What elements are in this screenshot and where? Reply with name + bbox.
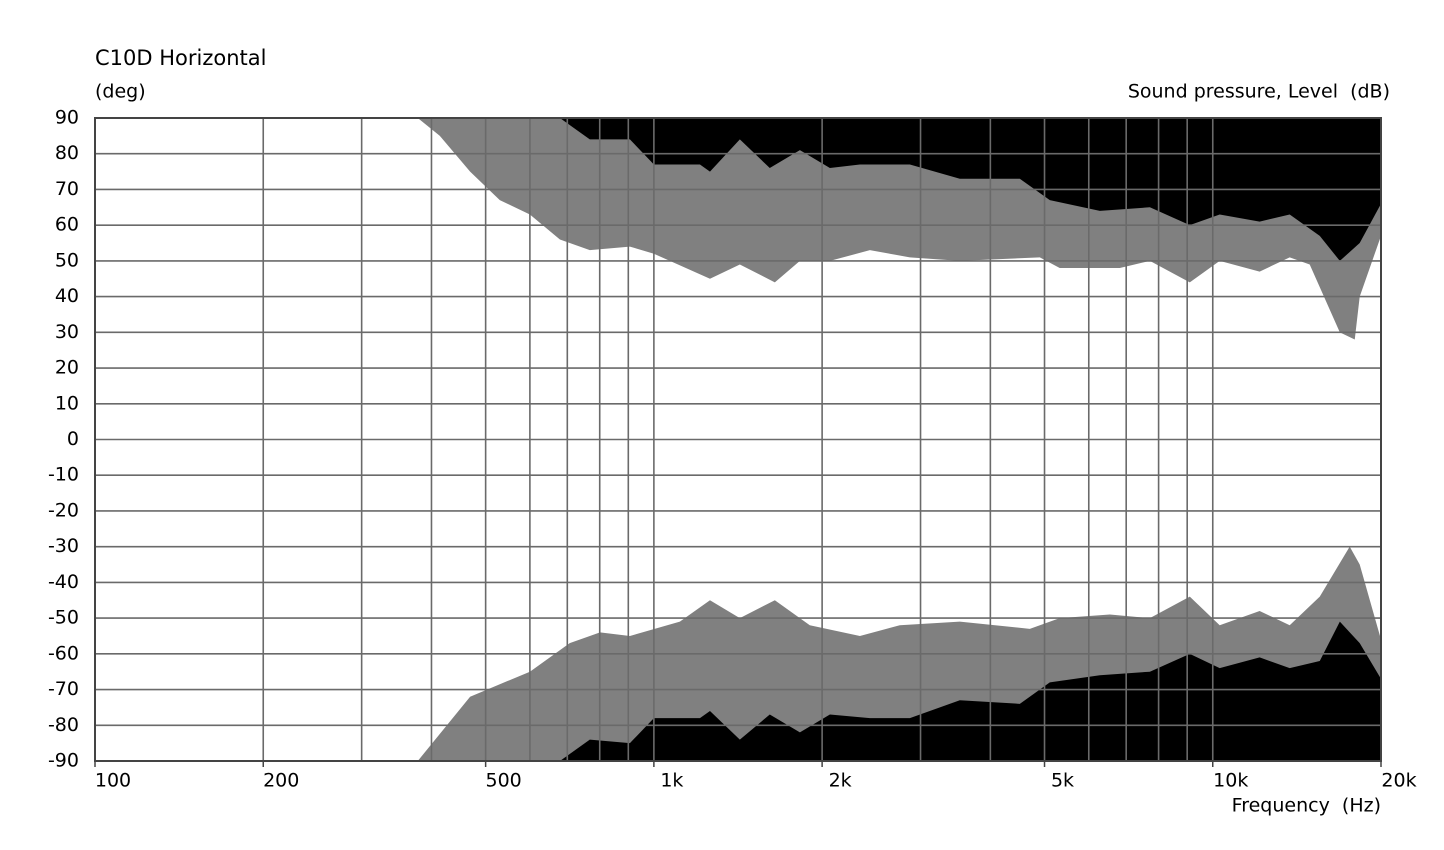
chart-title: C10D Horizontal (95, 46, 266, 70)
y-tick-label: -80 (48, 714, 79, 736)
y-tick-label: -90 (48, 750, 79, 772)
y-tick-label: 70 (55, 178, 79, 200)
y-tick-label: -60 (48, 642, 79, 664)
y-tick-label: 50 (55, 249, 79, 271)
y-tick-label: -10 (48, 464, 79, 486)
color-label: Sound pressure, Level (dB) (1128, 81, 1390, 103)
x-tick-label: 500 (486, 770, 522, 792)
y-tick-label: 30 (55, 321, 79, 343)
y-tick-label: 90 (55, 107, 79, 129)
y-tick-label: -20 (48, 499, 79, 521)
x-tick-label: 2k (829, 770, 852, 792)
contour-band (95, 118, 1381, 440)
plot-border (94, 117, 1382, 762)
x-tick-label: 10k (1213, 770, 1248, 792)
y-tick-label: 80 (55, 142, 79, 164)
y-tick-label: -30 (48, 535, 79, 557)
x-tick-label: 100 (95, 770, 131, 792)
y-tick-label: -70 (48, 678, 79, 700)
y-tick-label: 20 (55, 357, 79, 379)
axes: 9080706050403020100-10-20-30-40-50-60-70… (48, 107, 1417, 792)
y-tick-label: -40 (48, 571, 79, 593)
y-tick-label: 0 (67, 428, 79, 450)
x-tick-label: 1k (660, 770, 683, 792)
x-tick-label: 200 (263, 770, 299, 792)
y-tick-label: 60 (55, 214, 79, 236)
y-axis-label: (deg) (95, 81, 146, 103)
x-axis-label: Frequency (Hz) (1232, 795, 1381, 817)
x-tick-label: 20k (1381, 770, 1416, 792)
y-tick-label: -50 (48, 607, 79, 629)
y-tick-label: 10 (55, 392, 79, 414)
contour-band (95, 439, 1381, 761)
y-tick-label: 40 (55, 285, 79, 307)
x-tick-label: 5k (1051, 770, 1074, 792)
